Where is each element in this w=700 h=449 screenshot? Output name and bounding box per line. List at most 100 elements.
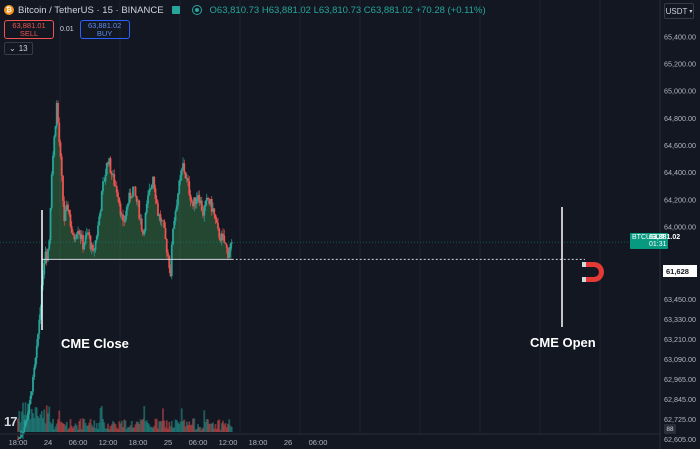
time-axis-label: 06:00 <box>309 438 328 447</box>
price-axis-label: 65,400.00 <box>664 32 696 41</box>
buy-label: BUY <box>96 28 113 38</box>
volume-bar <box>205 419 208 432</box>
market-status-icon[interactable] <box>191 5 202 15</box>
volume-bar <box>58 410 61 432</box>
volume-bar <box>80 428 83 432</box>
volume-bar <box>153 426 156 432</box>
price-tag-symbol: BTCUSDT <box>632 234 666 241</box>
tradingview-logo[interactable]: 17 <box>4 414 18 429</box>
currency-selector[interactable]: USDT ▾ <box>664 3 694 19</box>
candle-body <box>70 226 73 233</box>
candle-body <box>39 307 42 320</box>
volume-bar <box>64 425 67 432</box>
volume-bar <box>134 424 137 432</box>
magnet-icon <box>582 262 604 282</box>
volume-bar <box>122 427 124 432</box>
candle-body <box>49 207 52 241</box>
volume-bar <box>112 421 114 432</box>
candle-body <box>178 180 181 194</box>
price-tag-price: 63,881.02 <box>649 234 681 241</box>
candle-body <box>100 191 103 212</box>
price-axis-label: 62,725.00 <box>664 415 696 424</box>
spread-value: 0.01 <box>60 26 74 33</box>
volume-bar <box>177 422 179 432</box>
volume-bar <box>197 424 199 432</box>
candle-body <box>138 200 141 219</box>
candle-body <box>27 413 29 420</box>
volume-bar <box>202 427 204 432</box>
candle-body <box>225 244 228 248</box>
volume-bar <box>225 427 228 432</box>
candle-body <box>63 200 66 221</box>
candle-body <box>104 174 107 182</box>
volume-bar <box>22 402 24 432</box>
price-axis-label: 64,200.00 <box>664 195 696 204</box>
candle-body <box>224 242 227 245</box>
volume-bar <box>157 428 159 432</box>
auto-scale-button[interactable]: 88 <box>664 424 676 434</box>
volume-bar <box>180 408 183 432</box>
volume-bar <box>45 405 48 432</box>
candle-body <box>179 175 182 181</box>
volume-bar <box>68 427 71 432</box>
volume-bar <box>199 427 202 432</box>
volume-bar <box>102 419 104 432</box>
volume-bar <box>42 418 44 432</box>
sell-price: 63,881.01 <box>12 20 46 30</box>
candle-body <box>64 210 67 221</box>
volume-bar <box>60 422 63 432</box>
volume-bar <box>184 426 187 432</box>
volume-bar <box>150 426 153 432</box>
volume-bar <box>32 413 34 432</box>
candle-body <box>195 198 198 204</box>
volume-bar <box>170 420 173 432</box>
price-axis-label: 62,605.00 <box>664 435 696 444</box>
candle-body <box>97 225 99 236</box>
indicators-toggle[interactable]: ⌄ 13 <box>4 42 33 55</box>
volume-bar <box>135 421 138 432</box>
candle-body <box>124 215 127 222</box>
candle-body <box>162 220 164 222</box>
volume-bar <box>38 418 41 432</box>
volume-bar <box>98 422 101 432</box>
volume-bar <box>28 410 31 432</box>
volume-bar <box>207 419 209 432</box>
volume-bar <box>128 427 131 432</box>
sell-button[interactable]: 63,881.01 SELL <box>4 20 54 39</box>
candle-body <box>140 218 143 231</box>
candles <box>17 100 233 440</box>
candle-body <box>229 243 232 252</box>
time-axis-labels: 18:00 24 06:00 12:00 18:00 25 06:00 12:00 18:00 2… <box>9 438 328 447</box>
volume-bar <box>132 427 134 432</box>
symbol-label[interactable]: Bitcoin / TetherUS · 15 · BINANCE <box>18 4 164 16</box>
candle-body <box>125 206 128 216</box>
candle-body <box>17 439 19 440</box>
volume-bar <box>219 429 222 432</box>
price-axis-label: 63,090.00 <box>664 355 696 364</box>
price-axis-label: 64,000.00 <box>664 222 696 231</box>
price-tag: BTCUSDT 63,881.02 01:31 <box>630 233 680 249</box>
volume-bar <box>49 422 52 432</box>
volume-bar <box>214 424 217 432</box>
volume-bar <box>168 421 171 432</box>
volume-bar <box>212 422 214 432</box>
volume-bar <box>53 429 56 432</box>
volume-bar <box>227 423 229 432</box>
price-axis-label: 63,330.00 <box>664 315 696 324</box>
volume-bar <box>124 420 127 432</box>
time-axis-label: 12:00 <box>219 438 238 447</box>
volume-bar <box>40 411 43 432</box>
candle-body <box>99 211 102 217</box>
candle-body <box>198 195 201 204</box>
candle-body <box>37 333 39 346</box>
candle-body <box>44 251 47 264</box>
volume-bar <box>142 418 144 432</box>
candle-body <box>193 197 196 207</box>
time-axis-label: 18:00 <box>129 438 148 447</box>
volume-bar <box>194 429 197 432</box>
volume-bar <box>117 429 119 432</box>
volume-bar <box>93 420 96 432</box>
candle-body <box>123 220 126 222</box>
buy-button[interactable]: 63,881.02 BUY <box>79 20 130 39</box>
